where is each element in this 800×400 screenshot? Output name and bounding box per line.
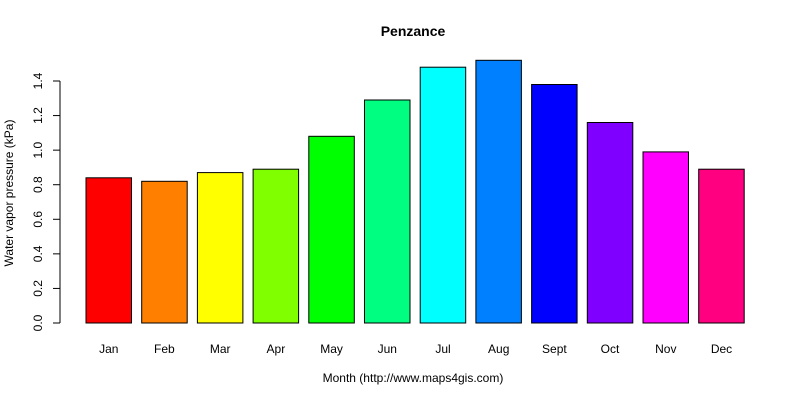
bar-jun [364, 99, 411, 324]
bar-nov [642, 151, 689, 324]
bar-oct [586, 122, 634, 324]
y-tick-label: 1.4 [31, 72, 45, 89]
bar-aug [475, 59, 522, 324]
bar-may [308, 135, 355, 324]
bar-jan [85, 177, 132, 324]
x-tick-label: Oct [601, 342, 620, 356]
bar-mar [196, 172, 244, 324]
x-tick-label: Mar [210, 342, 231, 356]
x-axis-label: Month (http://www.maps4gis.com) [323, 371, 504, 385]
bars-group [85, 59, 745, 324]
y-axis: 0.0 0.2 0.4 0.6 0.8 1.0 1.2 1.4 [31, 72, 61, 331]
y-tick-label: 0.2 [31, 280, 45, 297]
x-tick-label: Feb [154, 342, 175, 356]
x-tick-label: Jan [99, 342, 118, 356]
y-axis-label: Water vapor pressure (kPa) [2, 120, 16, 267]
y-tick-label: 0.6 [31, 211, 45, 228]
bar-dec [698, 168, 745, 324]
x-tick-label: Apr [267, 342, 286, 356]
x-tick-label: Sept [542, 342, 567, 356]
bar-feb [141, 180, 188, 324]
y-tick-label: 1.2 [31, 107, 45, 124]
x-tick-label: Jun [378, 342, 397, 356]
y-tick-label: 0.0 [31, 314, 45, 331]
bar-apr [252, 168, 300, 324]
x-tick-label: May [320, 342, 343, 356]
y-tick-label: 1.0 [31, 141, 45, 158]
x-tick-label: Dec [711, 342, 732, 356]
y-tick-label: 0.4 [31, 245, 45, 262]
bar-sept [531, 84, 578, 324]
y-tick-label: 0.8 [31, 176, 45, 193]
chart-title: Penzance [381, 23, 446, 39]
x-tick-label: Aug [488, 342, 509, 356]
x-tick-label: Jul [435, 342, 450, 356]
bar-jul [419, 66, 467, 324]
x-tick-label: Nov [655, 342, 676, 356]
x-tick-labels: Jan Feb Mar Apr May Jun Jul Aug Sept Oct Nov Dec [99, 342, 732, 356]
